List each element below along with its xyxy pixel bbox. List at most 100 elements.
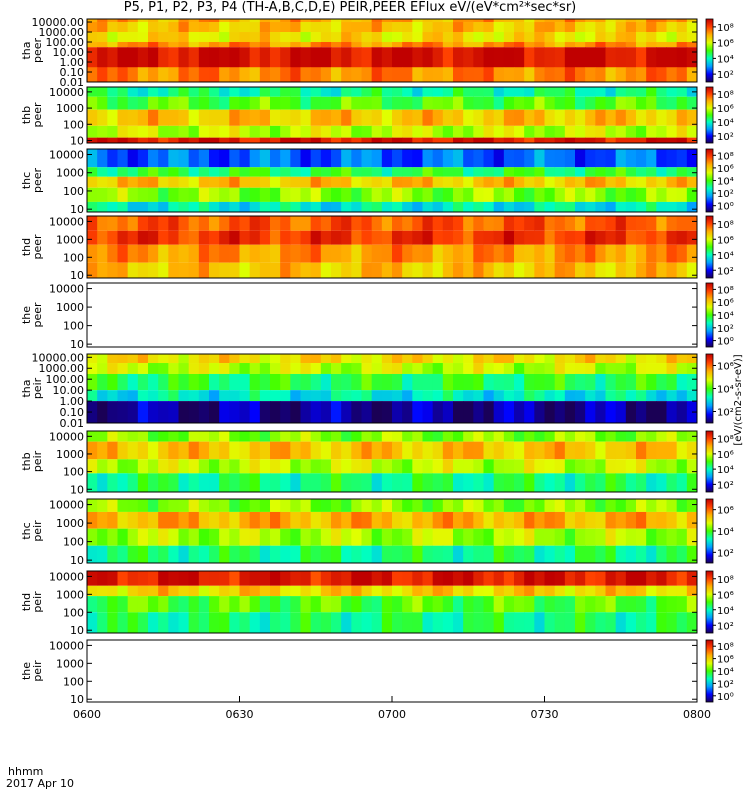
heatmap-cell-tha-peir [290, 401, 301, 423]
heatmap-cell-thc-peir [198, 499, 210, 512]
heatmap-cell-thb-peir [473, 459, 484, 474]
heatmap-cell-thd-peer [636, 244, 647, 263]
heatmap-cell-tha-peir [676, 363, 688, 374]
heatmap-cell-thb-peer [473, 109, 484, 126]
panel-ylabel-thc-peir: peir [31, 520, 44, 542]
heatmap-cell-tha-peer [229, 22, 240, 33]
heatmap-cell-thb-peer [625, 87, 637, 97]
heatmap-cell-thd-peir [564, 585, 576, 597]
heatmap-cell-thd-peir [331, 612, 342, 633]
heatmap-cell-thd-peer [392, 262, 403, 278]
heatmap-cell-thb-peer [514, 96, 525, 110]
heatmap-cell-thd-peer [239, 244, 251, 263]
heatmap-cell-thb-peir [168, 473, 179, 492]
heatmap-cell-tha-peir [290, 363, 301, 374]
heatmap-cell-tha-peer [636, 47, 647, 82]
heatmap-cell-tha-peir [280, 390, 291, 402]
heatmap-cell-thd-peir [666, 612, 678, 633]
heatmap-cell-thb-peir [453, 459, 464, 474]
heatmap-cell-thc-peer [148, 176, 159, 188]
heatmap-cell-thd-peir [615, 571, 627, 586]
heatmap-cell-tha-peir [87, 401, 98, 423]
panel-frame-thd-peer [86, 215, 698, 279]
heatmap-cell-tha-peir [595, 373, 606, 391]
heatmap-cell-thc-peir [219, 499, 230, 512]
heatmap-cell-thd-peer [392, 216, 403, 231]
heatmap-cell-thd-peer [320, 216, 332, 231]
heatmap-cell-thb-peer [290, 109, 301, 126]
heatmap-cell-thb-peir [564, 431, 576, 442]
heatmap-cell-tha-peer [280, 67, 291, 82]
heatmap-cell-thd-peir [514, 612, 525, 633]
heatmap-cell-tha-peer [87, 67, 98, 82]
heatmap-cell-thc-peir [361, 511, 373, 529]
colorbar-tick-label-thb-peer: 10² [717, 132, 734, 143]
heatmap-cell-thc-peer [107, 149, 118, 168]
heatmap-cell-thc-peir [615, 528, 627, 546]
panel-frame-tha-peer [86, 18, 698, 83]
heatmap-cell-thd-peir [432, 612, 444, 633]
heatmap-cell-tha-peer [178, 22, 190, 33]
heatmap-cell-thb-peer [371, 109, 383, 126]
heatmap-cell-thd-peer [524, 244, 535, 263]
heatmap-cell-tha-peir [514, 354, 525, 364]
heatmap-cell-thd-peir [422, 612, 434, 633]
heatmap-cell-thc-peer [442, 167, 454, 177]
heatmap-cell-thb-peir [646, 459, 657, 474]
heatmap-cell-tha-peer [371, 22, 383, 33]
heatmap-cell-thc-peir [381, 511, 393, 529]
heatmap-cell-thb-peer [107, 109, 118, 126]
heatmap-cell-thb-peer [249, 109, 261, 126]
heatmap-cell-thd-peir [676, 612, 688, 633]
heatmap-cell-thb-peer [605, 87, 617, 97]
heatmap-cell-tha-peer [117, 67, 129, 82]
heatmap-cell-tha-peir [361, 354, 373, 364]
heatmap-cell-tha-peir [493, 363, 505, 374]
heatmap-cell-thc-peer [270, 201, 281, 212]
heatmap-cell-thc-peer [229, 201, 240, 212]
heatmap-cell-tha-peer [178, 67, 190, 82]
heatmap-cell-thd-peer [209, 244, 220, 263]
heatmap-cell-tha-peer [392, 22, 403, 33]
y-tick-label-tha-peir: 0.01 [60, 417, 85, 430]
heatmap-cell-thc-peer [554, 167, 566, 177]
heatmap-cell-thb-peir [605, 431, 617, 442]
heatmap-cell-thd-peer [127, 230, 139, 245]
heatmap-cell-tha-peer [320, 47, 332, 82]
heatmap-cell-thd-peer [636, 262, 647, 278]
heatmap-cell-thb-peir [473, 473, 484, 492]
heatmap-cell-thc-peer [646, 149, 657, 168]
heatmap-cell-thb-peer [148, 87, 159, 97]
heatmap-cell-thc-peir [270, 545, 281, 563]
heatmap-cell-tha-peir [219, 401, 230, 423]
heatmap-cell-tha-peer [483, 67, 495, 82]
heatmap-cell-tha-peer [595, 22, 606, 33]
heatmap-cell-thd-peir [392, 571, 403, 586]
heatmap-cell-thd-peer [402, 230, 413, 245]
heatmap-cell-thc-peir [158, 545, 169, 563]
heatmap-cell-thb-peer [656, 109, 667, 126]
heatmap-cell-tha-peir [188, 354, 200, 364]
heatmap-cell-thc-peer [463, 176, 474, 188]
heatmap-cell-tha-peer [351, 42, 362, 48]
heatmap-cell-thc-peer [198, 149, 210, 168]
heatmap-cell-thd-peir [188, 596, 200, 613]
heatmap-cell-thd-peir [554, 612, 566, 633]
heatmap-cell-thb-peer [361, 109, 373, 126]
heatmap-cell-thb-peer [575, 137, 586, 143]
x-tick-label: 0700 [378, 708, 406, 721]
heatmap-cell-thc-peir [524, 528, 535, 546]
heatmap-cell-thb-peer [646, 125, 657, 138]
heatmap-cell-tha-peer [361, 32, 373, 43]
heatmap-cell-thd-peir [524, 612, 535, 633]
heatmap-cell-thc-peir [97, 545, 108, 563]
colorbar-the-peir [705, 639, 714, 703]
heatmap-cell-thb-peir [148, 431, 159, 442]
heatmap-cell-thd-peer [615, 262, 627, 278]
heatmap-cell-thc-peer [239, 149, 251, 168]
heatmap-cell-thd-peer [483, 230, 495, 245]
heatmap-cell-thb-peer [432, 96, 444, 110]
heatmap-cell-thb-peir [300, 431, 312, 442]
heatmap-cell-thb-peer [107, 137, 118, 143]
heatmap-cell-tha-peer [198, 32, 210, 43]
